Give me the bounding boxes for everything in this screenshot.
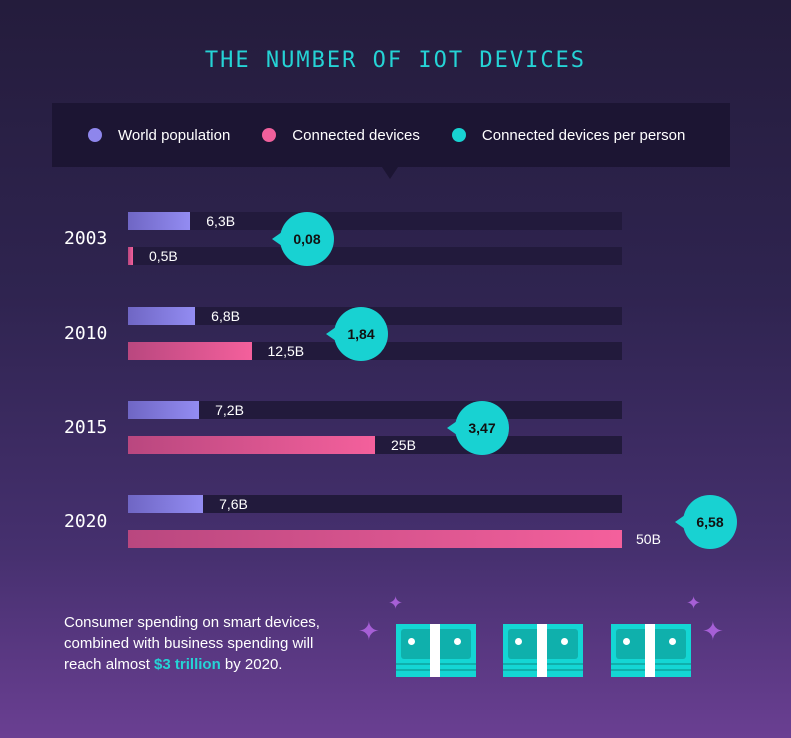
per-person-bubble: 6,58 <box>675 495 737 549</box>
money-stack-icon <box>396 624 476 677</box>
bar-value-label: 12,5B <box>267 343 305 359</box>
bar-value-label: 0,5B <box>148 248 178 264</box>
connected-devices-bar <box>128 342 252 360</box>
per-person-bubble: 1,84 <box>326 307 388 361</box>
sparkle-icon: ✦ <box>702 616 724 646</box>
connected-devices-bar <box>128 530 622 548</box>
bar-track: 7,6B <box>128 495 622 513</box>
legend: World population Connected devices Conne… <box>52 103 730 179</box>
year-label: 2003 <box>64 228 108 249</box>
world-population-bar <box>128 307 196 325</box>
world-population-bar <box>128 212 191 230</box>
legend-label: World population <box>118 126 231 144</box>
year-label: 2020 <box>64 511 108 532</box>
bar-track: 50B <box>128 530 661 548</box>
sparkle-icon: ✦ <box>358 616 380 646</box>
bar-value-label: 25B <box>391 437 416 453</box>
year-label: 2015 <box>64 417 108 438</box>
note-line: Consumer spending on smart devices, <box>64 614 320 631</box>
money-stack-icon <box>503 624 583 677</box>
legend-item-devices-per-person: Connected devices per person <box>451 126 686 144</box>
sparkle-icon: ✦ <box>388 593 404 613</box>
legend-item-connected-devices: Connected devices <box>262 127 420 144</box>
connected-devices-bar <box>128 436 375 454</box>
per-person-bubble: 0,08 <box>272 212 334 266</box>
sparkle-icon: ✦ <box>686 593 702 613</box>
note-text: reach almost <box>64 656 155 673</box>
legend-dot <box>88 128 102 142</box>
money-stack-icon <box>611 624 691 677</box>
bar-value-label: 50B <box>636 531 661 547</box>
connected-devices-bar <box>128 247 133 265</box>
note-line: combined with business spending will <box>64 635 314 652</box>
bar-track: 0,5B <box>128 247 622 265</box>
chart-title: THE NUMBER OF IOT DEVICES <box>204 48 587 73</box>
legend-label: Connected devices per person <box>481 126 686 144</box>
legend-label: Connected devices <box>292 126 420 144</box>
bar-value-label: 6,3B <box>206 213 236 229</box>
per-person-bubble: 3,47 <box>447 401 509 455</box>
world-population-bar <box>128 495 204 513</box>
bar-track: 7,2B <box>128 401 622 419</box>
bar-value-label: 7,2B <box>215 402 244 418</box>
legend-dot <box>262 128 277 142</box>
note-text: by 2020. <box>220 656 283 673</box>
legend-item-world-population: World population <box>88 127 230 144</box>
note-line: reach almost $3 trillion by 2020. <box>64 654 320 675</box>
bar-value-label: 7,6B <box>219 496 248 512</box>
note-highlight: $3 trillion <box>154 656 221 673</box>
spending-note: Consumer spending on smart devices, comb… <box>64 612 320 675</box>
bar-chart: 2003 6,3B 0,5B 0,08 2010 6,8B 12,5B 1,84 2015 7,2… <box>64 212 737 549</box>
bar-track: 25B <box>128 436 622 454</box>
world-population-bar <box>128 401 200 419</box>
year-label: 2010 <box>64 323 108 344</box>
legend-dot <box>451 128 466 142</box>
bar-track: 6,3B <box>128 212 622 230</box>
bar-value-label: 6,8B <box>211 308 240 324</box>
